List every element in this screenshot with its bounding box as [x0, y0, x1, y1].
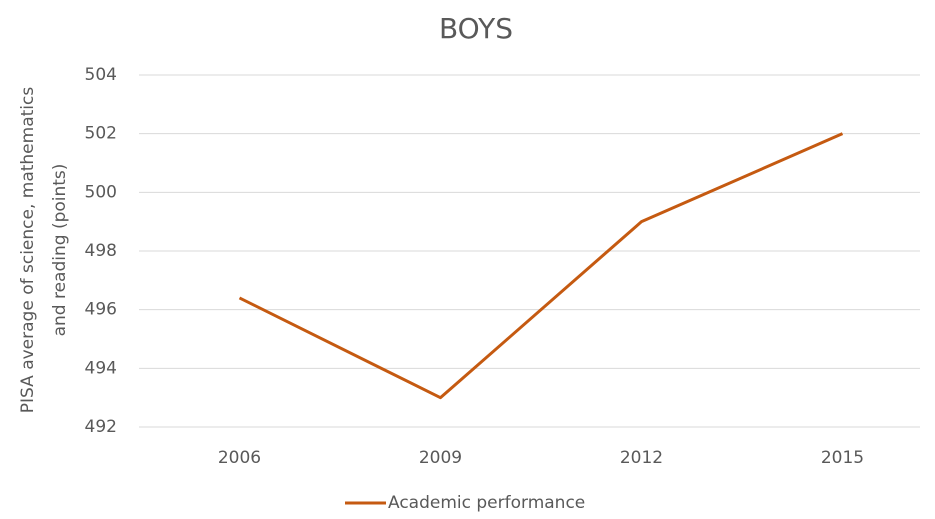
chart-title: BOYS — [439, 12, 513, 45]
legend-label: Academic performance — [388, 493, 585, 513]
y-tick-label: 494 — [85, 358, 117, 378]
y-tick-label: 502 — [85, 124, 117, 144]
y-tick-label: 500 — [85, 182, 117, 202]
y-tick-label: 504 — [85, 65, 117, 85]
y-axis-label: PISA average of science, mathematics and… — [18, 87, 70, 414]
y-tick-label: 498 — [85, 241, 117, 261]
y-axis-label-line: and reading (points) — [50, 164, 70, 337]
x-tick-label: 2015 — [821, 448, 864, 468]
x-tick-label: 2009 — [419, 448, 462, 468]
data-line — [238, 132, 844, 400]
y-tick-label: 492 — [85, 417, 117, 437]
y-tick-label: 496 — [85, 300, 117, 320]
x-tick-label: 2012 — [620, 448, 663, 468]
x-tick-label: 2006 — [218, 448, 261, 468]
y-axis-label-line: PISA average of science, mathematics — [18, 87, 38, 414]
